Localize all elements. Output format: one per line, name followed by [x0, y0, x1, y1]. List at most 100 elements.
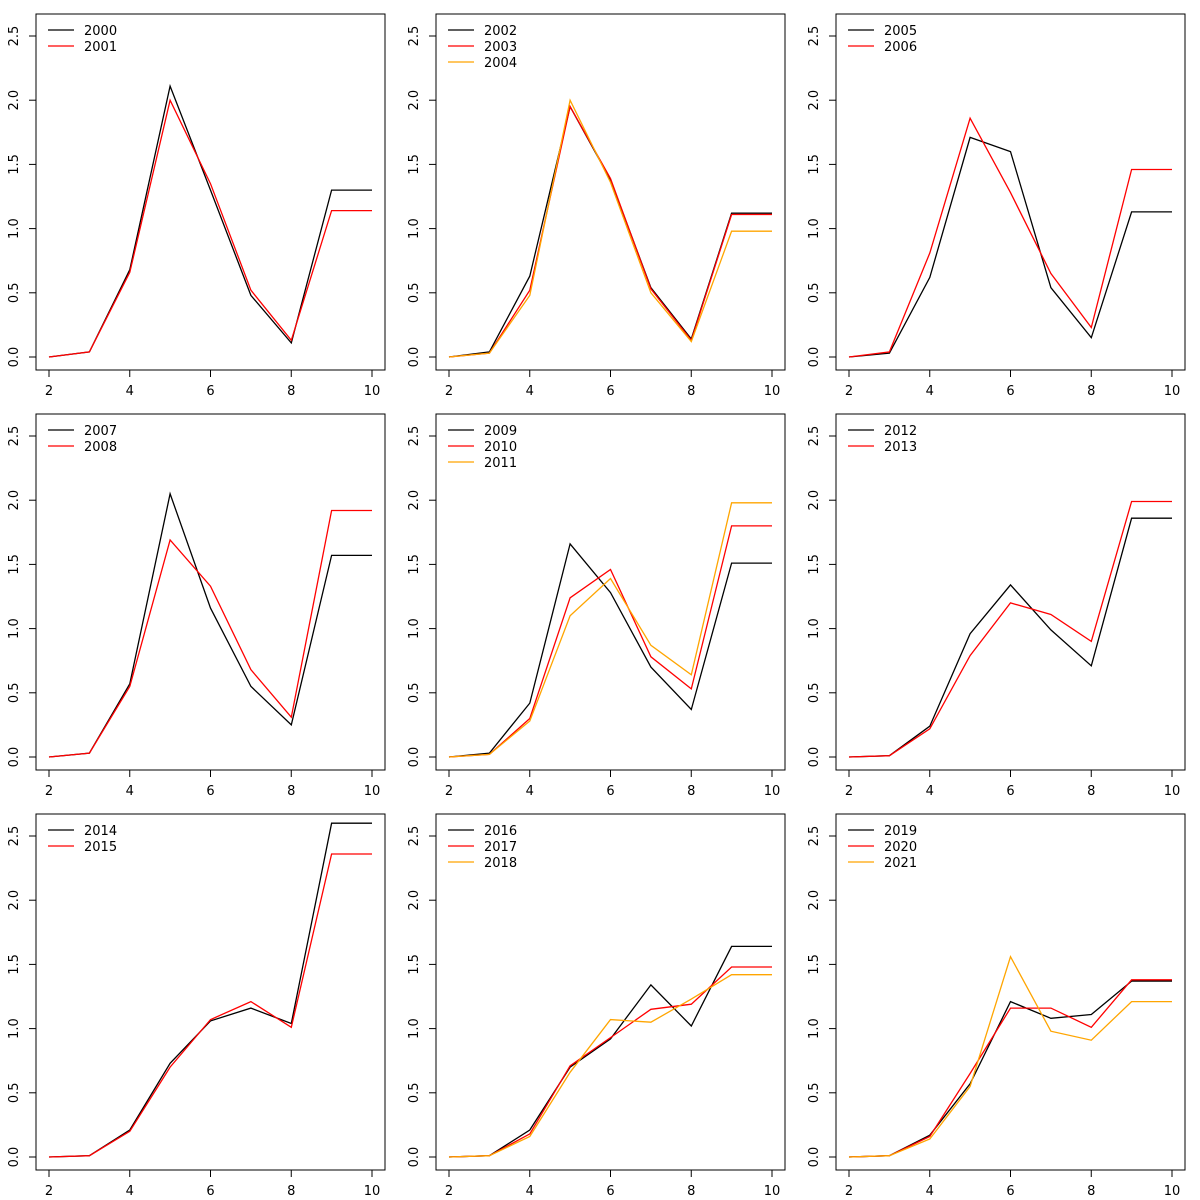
legend-label: 2020 [884, 840, 917, 855]
plot-frame [835, 413, 1186, 771]
x-tick-label: 8 [687, 1184, 695, 1199]
y-tick-label: 0.5 [807, 282, 822, 303]
y-tick-label: 1.5 [807, 154, 822, 175]
x-tick-label: 2 [45, 384, 53, 399]
x-tick-label: 2 [445, 1184, 453, 1199]
legend-label: 2004 [484, 56, 517, 71]
y-tick-label: 0.5 [407, 282, 422, 303]
legend-label: 2010 [484, 440, 517, 455]
x-tick-label: 6 [206, 1184, 214, 1199]
plot-frame [35, 813, 386, 1171]
y-tick-label: 1.0 [807, 218, 822, 239]
x-tick-label: 8 [287, 384, 295, 399]
series-line-2011 [448, 502, 772, 758]
x-tick-label: 2 [845, 1184, 853, 1199]
y-tick-label: 2.0 [407, 490, 422, 511]
x-tick-label: 8 [1087, 384, 1095, 399]
x-tick-label: 10 [364, 384, 381, 399]
x-tick-label: 10 [764, 784, 781, 799]
x-tick-label: 6 [606, 1184, 614, 1199]
y-tick-label: 1.0 [407, 218, 422, 239]
legend-label: 2019 [884, 824, 917, 839]
y-tick-label: 2.0 [407, 890, 422, 911]
legend-label: 2021 [884, 856, 917, 871]
x-tick-label: 10 [764, 1184, 781, 1199]
y-tick-label: 0.0 [807, 747, 822, 768]
series-line-2021 [848, 955, 1172, 1158]
x-tick-label: 6 [1006, 1184, 1014, 1199]
series-line-2014 [48, 822, 372, 1158]
x-tick-label: 6 [1006, 384, 1014, 399]
x-tick-label: 10 [364, 784, 381, 799]
legend-label: 2013 [884, 440, 917, 455]
x-tick-label: 6 [206, 384, 214, 399]
legend-label: 2005 [884, 24, 917, 39]
series-line-2003 [448, 104, 772, 358]
y-tick-label: 0.0 [807, 347, 822, 368]
x-tick-label: 8 [687, 384, 695, 399]
x-tick-label: 8 [287, 1184, 295, 1199]
y-tick-label: 1.5 [807, 554, 822, 575]
y-tick-label: 1.0 [407, 618, 422, 639]
series-line-2001 [48, 98, 372, 358]
y-tick-label: 2.0 [807, 490, 822, 511]
y-tick-label: 1.0 [407, 1018, 422, 1039]
x-tick-label: 8 [687, 784, 695, 799]
x-tick-label: 2 [45, 784, 53, 799]
y-tick-label: 0.5 [7, 1082, 22, 1103]
y-tick-label: 0.5 [7, 682, 22, 703]
x-tick-label: 4 [526, 384, 534, 399]
x-tick-label: 4 [926, 384, 934, 399]
x-tick-label: 4 [126, 784, 134, 799]
x-tick-label: 10 [364, 1184, 381, 1199]
y-tick-label: 0.0 [7, 1147, 22, 1168]
y-tick-label: 2.5 [807, 426, 822, 447]
x-tick-label: 10 [1164, 1184, 1181, 1199]
x-tick-label: 10 [764, 384, 781, 399]
legend-label: 2000 [84, 24, 117, 39]
legend-label: 2009 [484, 424, 517, 439]
legend-label: 2018 [484, 856, 517, 871]
x-tick-label: 6 [1006, 784, 1014, 799]
y-tick-label: 0.5 [807, 1082, 822, 1103]
y-tick-label: 2.5 [407, 426, 422, 447]
x-tick-label: 4 [126, 384, 134, 399]
x-tick-label: 6 [206, 784, 214, 799]
plot-frame [35, 413, 386, 771]
y-tick-label: 0.0 [407, 747, 422, 768]
x-tick-label: 8 [1087, 784, 1095, 799]
series-line-2017 [448, 966, 772, 1158]
y-tick-label: 2.5 [7, 826, 22, 847]
x-tick-label: 4 [926, 784, 934, 799]
y-tick-label: 1.0 [7, 1018, 22, 1039]
y-tick-label: 1.5 [7, 154, 22, 175]
legend-label: 2011 [484, 456, 517, 471]
x-tick-label: 4 [926, 1184, 934, 1199]
series-line-2004 [448, 98, 772, 358]
y-tick-label: 0.0 [407, 1147, 422, 1168]
legend-label: 2001 [84, 40, 117, 55]
y-tick-label: 1.5 [7, 954, 22, 975]
y-tick-label: 1.0 [807, 618, 822, 639]
x-tick-label: 8 [287, 784, 295, 799]
legend-label: 2017 [484, 840, 517, 855]
legend-label: 2014 [84, 824, 117, 839]
series-line-2000 [48, 83, 372, 358]
y-tick-label: 1.5 [407, 954, 422, 975]
y-tick-label: 0.5 [407, 682, 422, 703]
series-line-2007 [48, 491, 372, 758]
series-line-2006 [848, 116, 1172, 358]
x-tick-label: 4 [126, 1184, 134, 1199]
y-tick-label: 0.0 [7, 347, 22, 368]
y-tick-label: 2.0 [807, 90, 822, 111]
y-tick-label: 2.0 [807, 890, 822, 911]
x-tick-label: 2 [445, 384, 453, 399]
y-tick-label: 0.5 [407, 1082, 422, 1103]
y-tick-label: 0.0 [807, 1147, 822, 1168]
series-line-2005 [848, 136, 1172, 358]
